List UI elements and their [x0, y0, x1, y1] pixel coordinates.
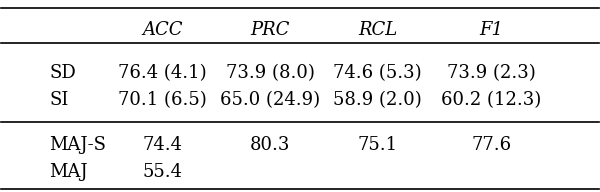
Text: F1: F1	[479, 21, 503, 39]
Text: MAJ: MAJ	[49, 163, 88, 181]
Text: 74.6 (5.3): 74.6 (5.3)	[334, 64, 422, 82]
Text: 77.6: 77.6	[471, 136, 511, 154]
Text: PRC: PRC	[250, 21, 290, 39]
Text: 58.9 (2.0): 58.9 (2.0)	[333, 91, 422, 109]
Text: 74.4: 74.4	[143, 136, 182, 154]
Text: 55.4: 55.4	[143, 163, 182, 181]
Text: 65.0 (24.9): 65.0 (24.9)	[220, 91, 320, 109]
Text: SD: SD	[49, 64, 76, 82]
Text: ACC: ACC	[142, 21, 183, 39]
Text: 73.9 (2.3): 73.9 (2.3)	[447, 64, 535, 82]
Text: 73.9 (8.0): 73.9 (8.0)	[226, 64, 314, 82]
Text: MAJ-S: MAJ-S	[49, 136, 106, 154]
Text: 75.1: 75.1	[358, 136, 398, 154]
Text: 76.4 (4.1): 76.4 (4.1)	[118, 64, 207, 82]
Text: 80.3: 80.3	[250, 136, 290, 154]
Text: SI: SI	[49, 91, 68, 109]
Text: RCL: RCL	[358, 21, 397, 39]
Text: 70.1 (6.5): 70.1 (6.5)	[118, 91, 207, 109]
Text: 60.2 (12.3): 60.2 (12.3)	[441, 91, 541, 109]
